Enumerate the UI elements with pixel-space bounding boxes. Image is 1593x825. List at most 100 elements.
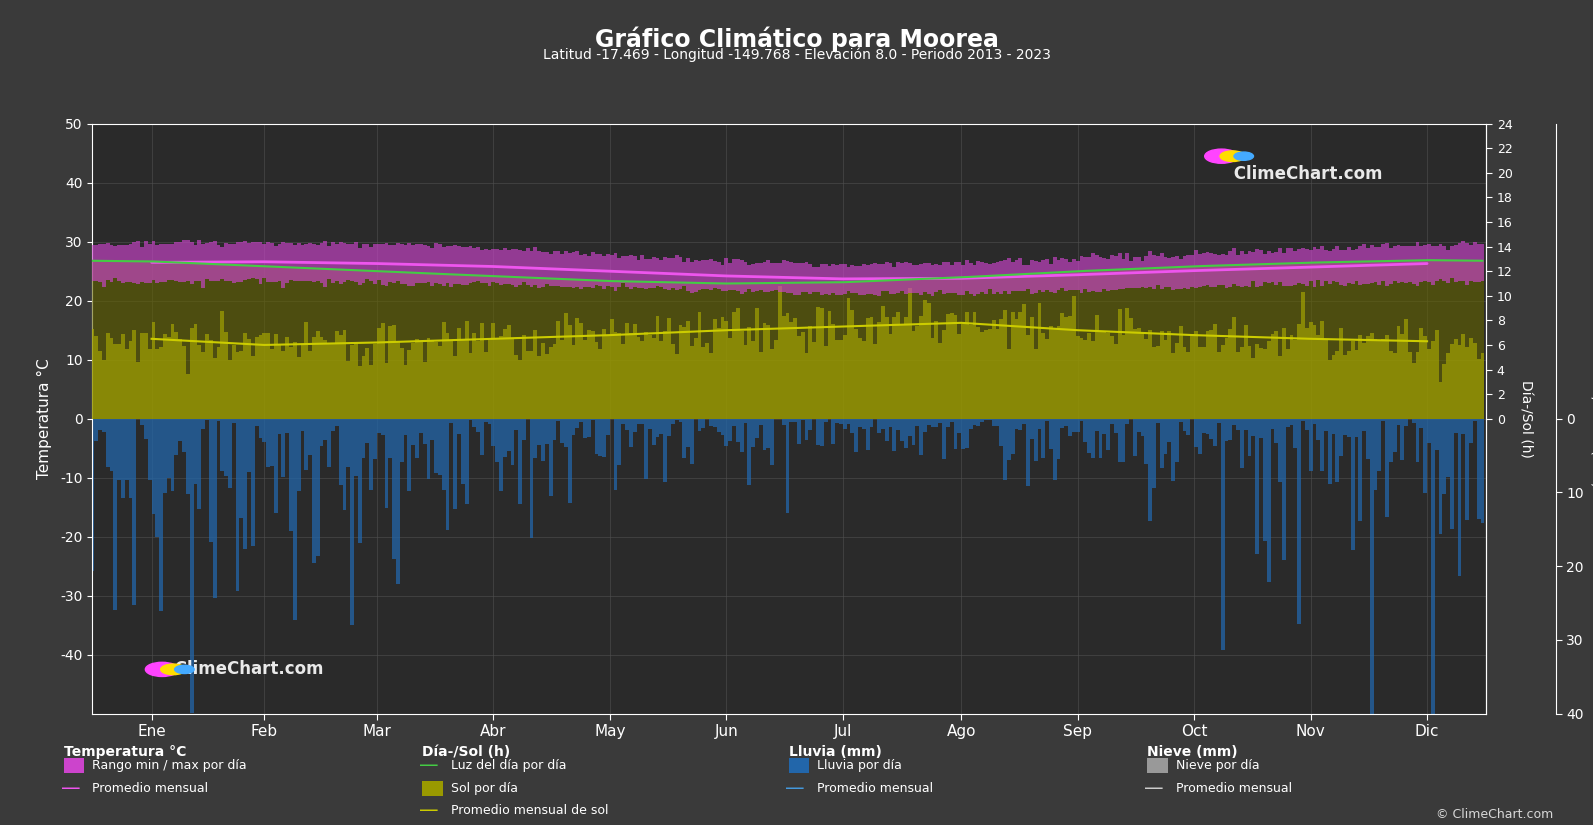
Bar xyxy=(865,266,870,295)
Bar xyxy=(1266,251,1271,283)
Bar xyxy=(545,354,548,419)
Bar xyxy=(1384,261,1389,335)
Bar xyxy=(201,264,205,352)
Bar xyxy=(1252,419,1255,436)
Bar xyxy=(137,362,140,419)
Bar xyxy=(744,419,747,423)
Bar xyxy=(682,419,687,458)
Bar xyxy=(687,419,690,447)
Bar xyxy=(690,419,695,464)
Bar xyxy=(1438,244,1442,279)
Bar xyxy=(957,277,961,334)
Bar xyxy=(118,261,121,344)
Bar xyxy=(1141,261,1144,287)
Bar xyxy=(446,274,449,333)
Bar xyxy=(288,243,293,280)
Bar xyxy=(1152,255,1157,289)
Bar xyxy=(354,342,358,419)
Bar xyxy=(771,283,774,349)
Bar xyxy=(1313,262,1316,325)
Bar xyxy=(384,243,389,285)
Bar xyxy=(984,330,988,419)
Bar xyxy=(1086,332,1091,419)
Bar xyxy=(1015,260,1018,291)
Bar xyxy=(938,419,941,423)
Bar xyxy=(652,282,656,337)
Bar xyxy=(258,419,263,437)
Bar xyxy=(194,324,198,419)
Bar xyxy=(660,419,663,434)
Bar xyxy=(1026,265,1031,290)
Bar xyxy=(105,419,110,467)
Bar xyxy=(523,335,526,419)
Bar xyxy=(1118,419,1121,461)
Bar xyxy=(1348,247,1351,282)
Bar xyxy=(304,419,307,470)
Bar xyxy=(859,338,862,419)
Bar xyxy=(889,334,892,419)
Bar xyxy=(752,264,755,292)
Bar xyxy=(747,265,752,289)
Bar xyxy=(644,419,648,478)
Bar xyxy=(1042,332,1045,419)
Bar xyxy=(346,361,350,419)
Bar xyxy=(397,419,400,584)
Bar xyxy=(1474,419,1477,421)
Bar xyxy=(1004,260,1007,291)
Bar xyxy=(323,241,327,287)
Bar xyxy=(763,419,766,450)
Text: ClimeChart.com: ClimeChart.com xyxy=(169,660,323,678)
Bar xyxy=(900,280,903,325)
Bar xyxy=(954,419,957,449)
Bar xyxy=(922,300,927,419)
Bar xyxy=(389,419,392,458)
Bar xyxy=(725,321,728,419)
Bar xyxy=(1125,309,1129,419)
Bar xyxy=(1217,352,1220,419)
Bar xyxy=(629,333,632,419)
Bar xyxy=(1294,252,1297,285)
Bar xyxy=(479,250,484,283)
Bar xyxy=(1106,259,1110,291)
Bar xyxy=(1435,246,1438,281)
Bar xyxy=(515,419,518,430)
Bar xyxy=(441,247,446,285)
Bar xyxy=(159,419,162,610)
Bar xyxy=(465,419,468,503)
Bar xyxy=(323,269,327,340)
Bar xyxy=(736,259,739,291)
Bar xyxy=(384,419,389,508)
Bar xyxy=(816,307,820,419)
Bar xyxy=(930,279,935,338)
Bar xyxy=(747,283,752,328)
Bar xyxy=(1461,419,1466,434)
Bar xyxy=(854,281,859,329)
Bar xyxy=(449,247,454,287)
Bar xyxy=(213,358,217,419)
Bar xyxy=(468,246,473,283)
Bar xyxy=(1125,419,1129,424)
Bar xyxy=(610,281,613,319)
Bar xyxy=(575,251,580,287)
Bar xyxy=(201,352,205,419)
Bar xyxy=(1384,243,1389,286)
Bar xyxy=(1271,419,1274,429)
Bar xyxy=(416,338,419,419)
Bar xyxy=(99,351,102,419)
Bar xyxy=(320,269,323,337)
Bar xyxy=(733,259,736,290)
Bar xyxy=(182,240,186,282)
Bar xyxy=(1015,419,1018,429)
Bar xyxy=(1392,419,1397,451)
Bar xyxy=(1225,419,1228,441)
Bar xyxy=(182,346,186,419)
Bar xyxy=(244,333,247,419)
Bar xyxy=(1118,309,1121,419)
Bar xyxy=(301,245,304,281)
Bar xyxy=(217,264,220,347)
Bar xyxy=(1042,273,1045,332)
Bar xyxy=(1061,419,1064,428)
Bar xyxy=(1083,340,1086,419)
Bar xyxy=(342,419,346,510)
Bar xyxy=(167,244,170,280)
